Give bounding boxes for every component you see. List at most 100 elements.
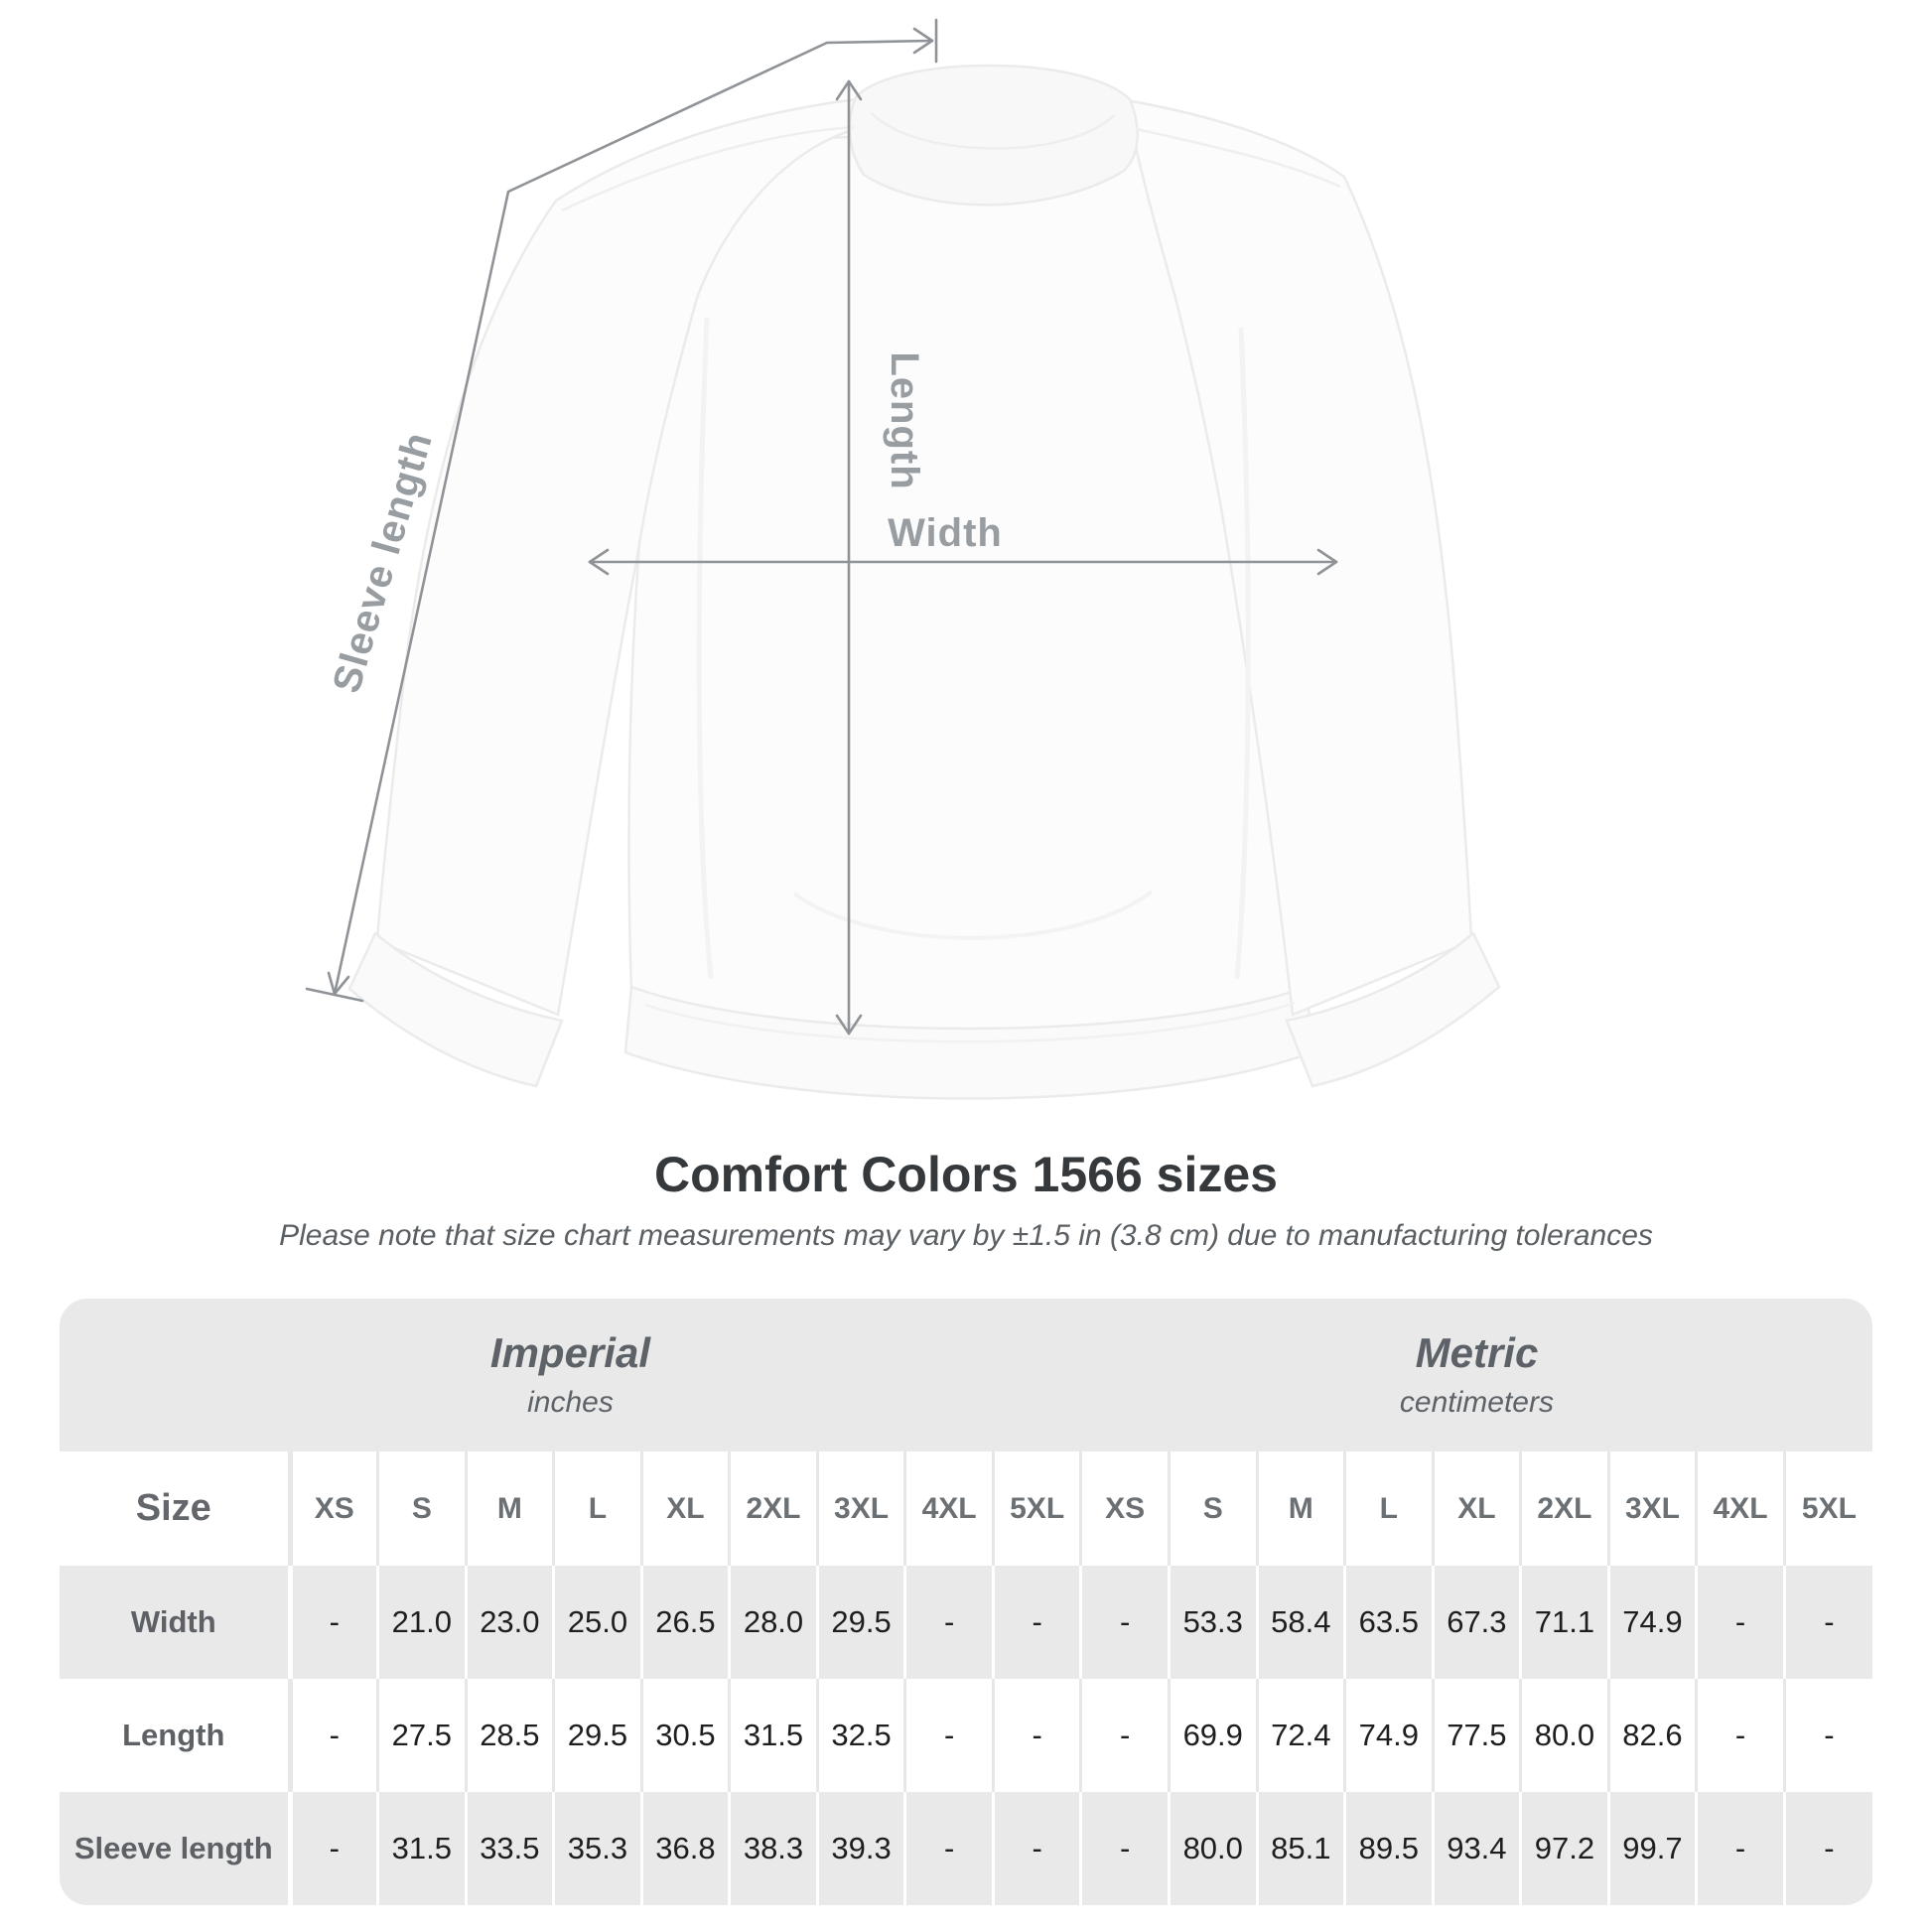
measurement-cell: 77.5 [1431, 1679, 1521, 1792]
measurement-cell: 74.9 [1343, 1679, 1434, 1792]
size-column-header: Size [60, 1451, 290, 1566]
measurement-cell: 38.3 [728, 1792, 818, 1905]
sweatshirt-left-cuff [347, 931, 564, 1088]
measurement-cell: - [903, 1792, 994, 1905]
measurement-cell: 80.0 [1519, 1679, 1609, 1792]
size-header-cell: 5XL [991, 1451, 1081, 1566]
measurement-cell: 33.5 [464, 1792, 554, 1905]
right-shoulder-seam [1135, 127, 1341, 189]
size-header-cell: XS [1079, 1451, 1170, 1566]
measurement-cell: 67.3 [1431, 1566, 1521, 1679]
size-header-cell: L [1343, 1451, 1434, 1566]
page-title: Comfort Colors 1566 sizes [654, 1147, 1278, 1202]
measurement-cell: 31.5 [728, 1679, 818, 1792]
width-arrow [588, 548, 1338, 576]
imperial-header: Imperial [489, 1328, 650, 1376]
measurement-cell: 27.5 [376, 1679, 467, 1792]
measurement-cell: - [1695, 1679, 1785, 1792]
size-header-cell: S [376, 1451, 467, 1566]
measurement-cell: 69.9 [1167, 1679, 1258, 1792]
measurement-cell: - [991, 1566, 1081, 1679]
fold-crease [1234, 327, 1251, 980]
collar-ribbing-line [871, 112, 1115, 150]
measurement-cell: - [1079, 1792, 1170, 1905]
measurement-cell: 29.5 [552, 1679, 642, 1792]
metric-unit: centimeters [1399, 1386, 1554, 1420]
size-header-cell: 2XL [728, 1451, 818, 1566]
fold-crease [792, 890, 1154, 940]
size-header-cell: XL [1431, 1451, 1521, 1566]
measurement-cell: 32.5 [815, 1679, 905, 1792]
metric-band: Metric centimeters [1080, 1299, 1872, 1451]
size-chart-table: Imperial inches Metric centimeters Size … [60, 1299, 1872, 1905]
measurement-cell: - [903, 1566, 994, 1679]
size-header-cell: 2XL [1519, 1451, 1609, 1566]
hem-ribbing-line [644, 1001, 1296, 1043]
measurement-cell: 53.3 [1167, 1566, 1258, 1679]
unit-band-row: Imperial inches Metric centimeters [60, 1299, 1872, 1451]
length-row: Length - 27.5 28.5 29.5 30.5 31.5 32.5 -… [60, 1679, 1872, 1792]
measurement-cell: - [991, 1792, 1081, 1905]
measurement-cell: - [991, 1679, 1081, 1792]
measurement-cell: 25.0 [552, 1566, 642, 1679]
measurement-cell: - [1695, 1566, 1785, 1679]
left-shoulder-seam [561, 125, 855, 212]
width-label: Width [888, 511, 1003, 555]
row-label: Sleeve length [60, 1792, 290, 1905]
measurement-cell: - [1079, 1679, 1170, 1792]
sweatshirt-collar [848, 64, 1139, 207]
measurement-cell: 31.5 [376, 1792, 467, 1905]
measurement-cell: 26.5 [639, 1566, 730, 1679]
sleeve-length-arrow [305, 18, 938, 1003]
measurement-cell: 97.2 [1519, 1792, 1609, 1905]
measurement-cell: - [1695, 1792, 1785, 1905]
measurement-cell: - [903, 1679, 994, 1792]
sweatshirt-shape [347, 64, 1501, 1100]
measurement-cell: 36.8 [639, 1792, 730, 1905]
size-header-cell: L [552, 1451, 642, 1566]
sleeve-length-row: Sleeve length - 31.5 33.5 35.3 36.8 38.3… [60, 1792, 1872, 1905]
measurement-cell: 89.5 [1343, 1792, 1434, 1905]
size-header-row: Size XS S M L XL 2XL 3XL 4XL 5XL XS S M … [60, 1451, 1872, 1566]
size-header-cell: 3XL [1606, 1451, 1697, 1566]
measurement-cell: 99.7 [1606, 1792, 1697, 1905]
row-label: Width [60, 1566, 290, 1679]
size-header-cell: XL [639, 1451, 730, 1566]
measurement-cell: 30.5 [639, 1679, 730, 1792]
measurement-cell: - [1782, 1566, 1872, 1679]
measurement-cell: 82.6 [1606, 1679, 1697, 1792]
measurement-cell: - [287, 1679, 378, 1792]
measurement-cell: 35.3 [552, 1792, 642, 1905]
measurement-cell: 28.0 [728, 1566, 818, 1679]
sweatshirt-illustration: Length Width Sleeve length [305, 18, 1501, 1100]
imperial-band: Imperial inches [60, 1299, 1081, 1451]
measurement-cell: - [1079, 1566, 1170, 1679]
measurement-cell: 74.9 [1606, 1566, 1697, 1679]
width-row: Width - 21.0 23.0 25.0 26.5 28.0 29.5 - … [60, 1566, 1872, 1679]
measurement-cell: - [287, 1566, 378, 1679]
size-header-cell: 4XL [1695, 1451, 1785, 1566]
measurement-cell: 93.4 [1431, 1792, 1521, 1905]
measurement-cell: - [287, 1792, 378, 1905]
size-header-cell: M [1255, 1451, 1345, 1566]
tolerance-note: Please note that size chart measurements… [279, 1219, 1653, 1252]
measurement-cell: 29.5 [815, 1566, 905, 1679]
size-header-cell: XS [287, 1451, 378, 1566]
size-header-cell: S [1167, 1451, 1258, 1566]
measurement-cell: - [1782, 1792, 1872, 1905]
measurement-cell: 80.0 [1167, 1792, 1258, 1905]
measurement-cell: 23.0 [464, 1566, 554, 1679]
measurement-cell: 39.3 [815, 1792, 905, 1905]
size-table: Imperial inches Metric centimeters Size … [60, 1299, 1872, 1905]
fold-crease [696, 317, 714, 980]
measurement-cell: 72.4 [1255, 1679, 1345, 1792]
measurement-cell: - [1782, 1679, 1872, 1792]
imperial-unit: inches [527, 1386, 614, 1420]
size-header-cell: M [464, 1451, 554, 1566]
row-label: Length [60, 1679, 290, 1792]
measurement-cell: 21.0 [376, 1566, 467, 1679]
size-header-cell: 5XL [1782, 1451, 1872, 1566]
metric-header: Metric [1415, 1328, 1539, 1376]
measurement-cell: 63.5 [1343, 1566, 1434, 1679]
size-header-cell: 4XL [903, 1451, 994, 1566]
